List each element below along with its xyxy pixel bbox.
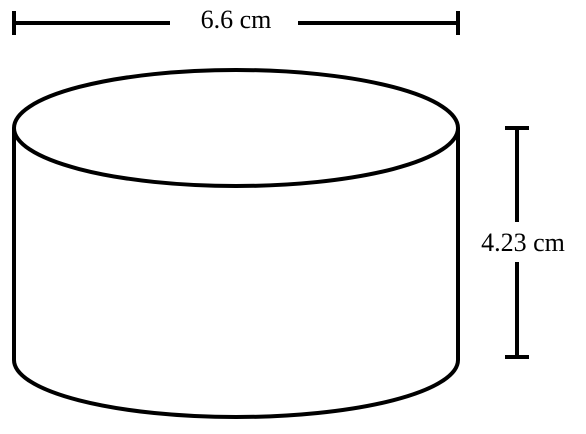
height-label: 4.23 cm xyxy=(481,228,565,257)
cylinder-shape xyxy=(12,68,460,419)
height-dimension: 4.23 cm xyxy=(481,126,565,359)
cylinder-bottom-arc xyxy=(12,359,460,419)
diameter-dimension: 6.6 cm xyxy=(12,5,460,35)
diameter-label: 6.6 cm xyxy=(201,5,272,34)
cylinder-top-ellipse xyxy=(12,68,460,188)
